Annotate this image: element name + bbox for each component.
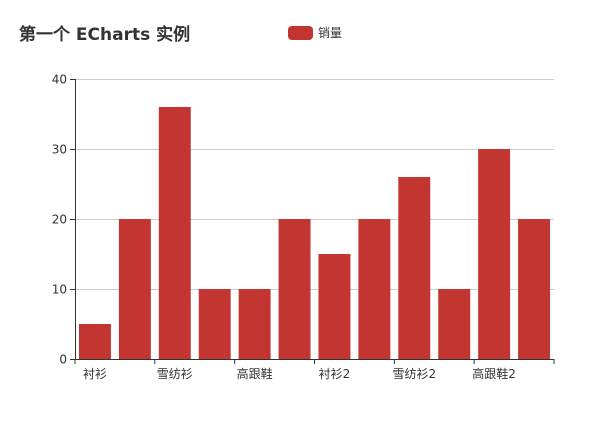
- bar[interactable]: [78, 324, 111, 359]
- y-tick-label: 10: [52, 283, 67, 297]
- bar[interactable]: [318, 254, 351, 359]
- bar[interactable]: [158, 107, 191, 359]
- legend-swatch-icon: [288, 25, 313, 40]
- bar[interactable]: [118, 219, 151, 359]
- x-tick-label: 雪纺衫2: [392, 367, 436, 381]
- y-tick-label: 40: [52, 73, 67, 87]
- y-tick-label: 30: [52, 143, 67, 157]
- x-tick-label: 高跟鞋: [237, 366, 273, 381]
- bar[interactable]: [518, 219, 551, 359]
- bar[interactable]: [478, 149, 511, 359]
- bar[interactable]: [438, 289, 471, 359]
- bar[interactable]: [358, 219, 391, 359]
- y-tick-label: 0: [59, 353, 67, 367]
- chart-title: 第一个 ECharts 实例: [19, 25, 191, 45]
- bar[interactable]: [398, 177, 431, 359]
- x-tick-label: 雪纺衫: [157, 367, 193, 381]
- legend-item[interactable]: 销量: [288, 24, 342, 41]
- bar[interactable]: [198, 289, 231, 359]
- x-tick-label: 衬衫: [83, 367, 107, 381]
- x-tick-label: 高跟鞋2: [472, 366, 516, 381]
- bar[interactable]: [238, 289, 271, 359]
- x-tick-label: 衬衫2: [319, 367, 351, 381]
- bar[interactable]: [278, 219, 311, 359]
- y-tick-label: 20: [52, 213, 67, 227]
- legend-label: 销量: [318, 26, 343, 40]
